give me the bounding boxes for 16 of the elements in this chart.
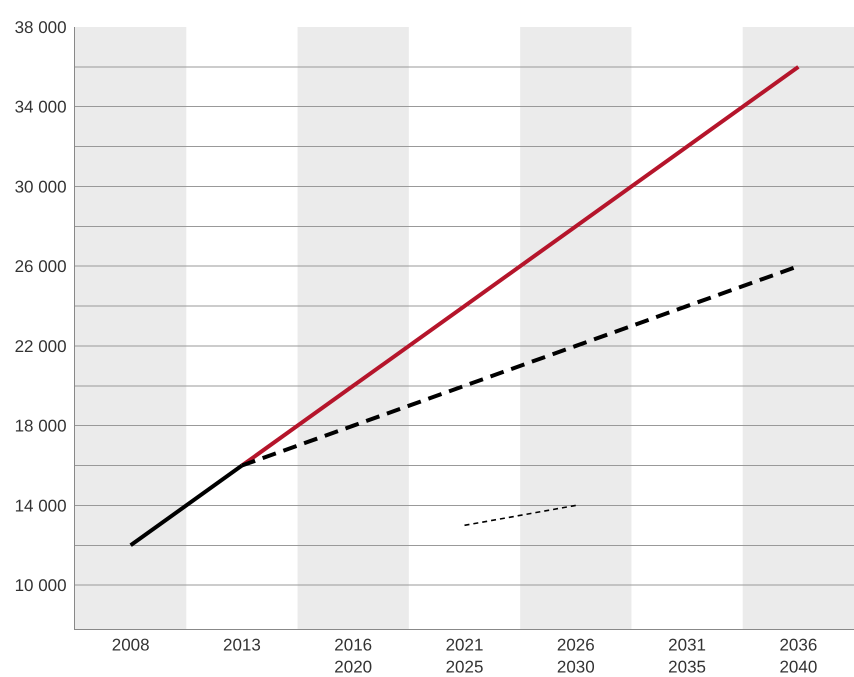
y-tick-label: 22 000: [14, 336, 67, 356]
x-tick-label: 2016 2020: [334, 635, 372, 676]
x-tick-label: 2021 2025: [446, 635, 484, 676]
y-tick-label: 38 000: [14, 18, 67, 37]
y-tick-label: 30 000: [14, 177, 67, 196]
y-tick-label: 34 000: [14, 98, 67, 117]
x-tick-label: 2036 2040: [779, 635, 818, 676]
y-tick-label: 26 000: [14, 257, 67, 276]
line-series: [240, 64, 800, 468]
x-tick-label: 2008: [112, 635, 150, 654]
x-tick-label: 2031 2035: [668, 635, 706, 676]
x-tick-label: 2026 2030: [556, 635, 595, 676]
y-tick-label: 18 000: [14, 416, 67, 436]
x-tick-label: 2013: [223, 635, 261, 654]
y-tick-label: 10 000: [14, 576, 67, 596]
y-tick-label: 14 000: [14, 496, 67, 516]
